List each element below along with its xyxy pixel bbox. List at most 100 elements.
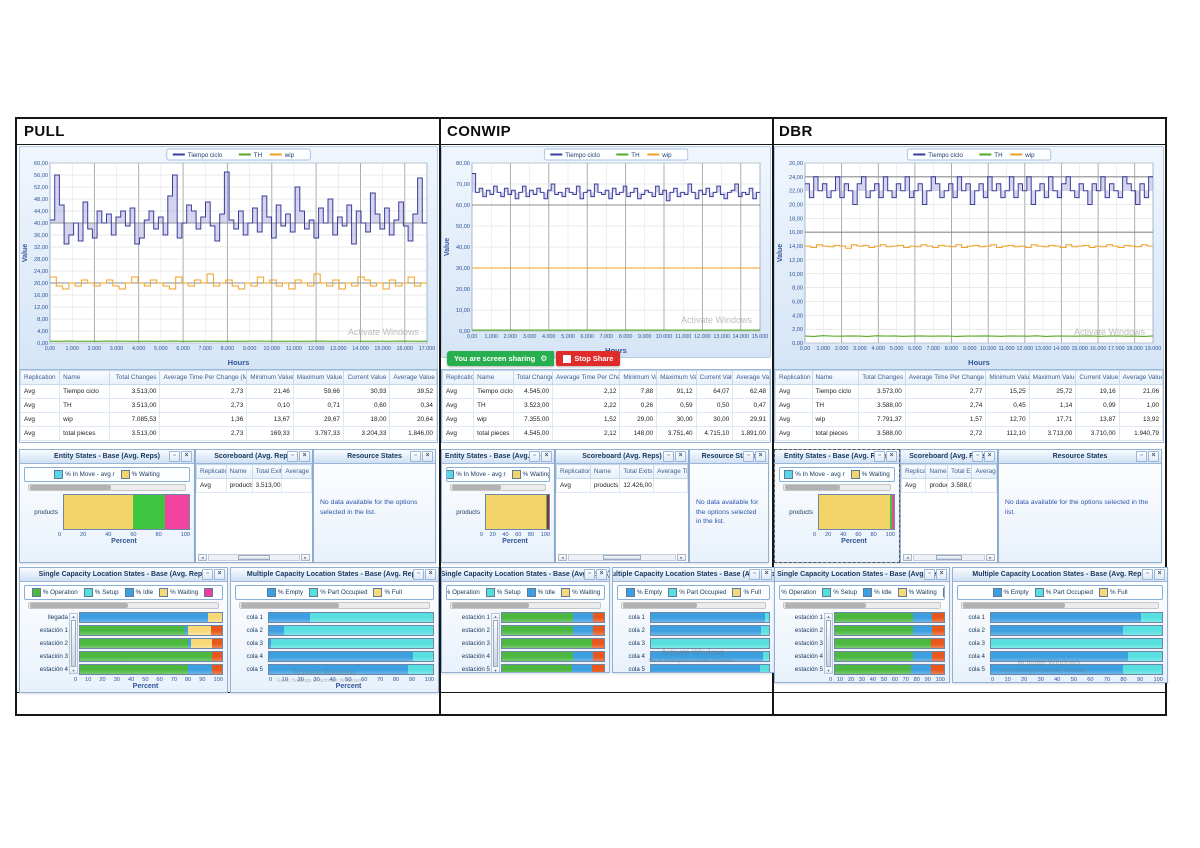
stats-row: Avg TH 3.523,00 2,22 0,26 0,59 0,50 0,47: [442, 398, 770, 413]
close-icon[interactable]: ×: [761, 569, 772, 580]
single-capacity-dbr-row: estación 3: [779, 638, 945, 649]
restore-icon[interactable]: ▫: [749, 569, 760, 580]
restore-icon[interactable]: ▫: [1142, 569, 1153, 580]
svg-text:4,00: 4,00: [792, 313, 803, 319]
restore-icon[interactable]: ▫: [287, 451, 298, 462]
close-icon[interactable]: ×: [675, 451, 686, 462]
svg-text:11.000: 11.000: [675, 334, 691, 340]
svg-text:9.000: 9.000: [638, 334, 652, 340]
single-capacity-conwip-vertical-scrollbar[interactable]: ▲ ▼: [491, 613, 500, 672]
scoreboard-h-scrollbar[interactable]: ◄ ►: [903, 554, 995, 561]
svg-text:15.000: 15.000: [1071, 346, 1088, 352]
single-capacity-dbr-legend-scrollbar[interactable]: [783, 602, 941, 609]
restore-icon[interactable]: ▫: [202, 569, 213, 580]
svg-text:7.000: 7.000: [198, 346, 212, 352]
close-icon[interactable]: ×: [1148, 451, 1159, 462]
stop-share-button[interactable]: Stop Share: [556, 351, 621, 366]
stats-row: Avg Tiempo ciclo 4.545,00 2,12 7,88 91,12 64,0…: [442, 384, 770, 399]
svg-text:TH: TH: [631, 152, 639, 159]
svg-text:5.000: 5.000: [890, 346, 904, 352]
single-capacity-conwip-row: estación 4: [446, 651, 605, 662]
single-capacity-pull-vertical-scrollbar[interactable]: ▲ ▼: [69, 613, 78, 674]
svg-text:0,00: 0,00: [459, 329, 470, 335]
close-icon[interactable]: ×: [1154, 569, 1165, 580]
screenshare-banner: You are screen sharing ⚙ Stop Share: [447, 351, 621, 366]
close-icon[interactable]: ×: [422, 451, 433, 462]
svg-text:4.000: 4.000: [542, 334, 556, 340]
close-icon[interactable]: ×: [541, 451, 552, 462]
svg-text:10,00: 10,00: [789, 272, 803, 278]
svg-text:0,00: 0,00: [37, 341, 48, 347]
entity-pull-legend-scrollbar[interactable]: [28, 484, 186, 491]
single-capacity-conwip-legend-scrollbar[interactable]: [450, 602, 601, 609]
multiple-capacity-dbr-row: cola 4: [957, 651, 1163, 662]
svg-text:14.000: 14.000: [733, 334, 750, 340]
restore-icon[interactable]: ▫: [410, 451, 421, 462]
close-icon[interactable]: ×: [214, 569, 225, 580]
restore-icon[interactable]: ▫: [413, 569, 424, 580]
svg-text:20,00: 20,00: [456, 287, 470, 293]
svg-text:60,00: 60,00: [34, 161, 48, 167]
svg-text:8.000: 8.000: [221, 346, 235, 352]
multiple-capacity-conwip-legend: % Empty% Part Occupied% Full: [617, 585, 770, 600]
settings-gear-icon[interactable]: ⚙: [540, 354, 548, 363]
close-icon[interactable]: ×: [984, 451, 995, 462]
single-capacity-dbr-vertical-scrollbar[interactable]: ▲ ▼: [824, 613, 833, 674]
close-icon[interactable]: ×: [299, 451, 310, 462]
svg-text:12.000: 12.000: [1017, 346, 1034, 352]
resource-states-panel-dbr: Resource States ▫ × No data available for …: [998, 449, 1162, 563]
legend-swatch-icon: [204, 588, 214, 597]
multiple-capacity-dbr-panel: Multiple Capacity Location States - Base…: [952, 567, 1168, 683]
svg-text:28,00: 28,00: [34, 257, 48, 263]
comparison-grid: PULL CONWIP DBR 0,00 1.000 2.000 3.000 4.000…: [15, 117, 1168, 716]
restore-icon[interactable]: ▫: [529, 451, 540, 462]
multiple-capacity-dbr-row: cola 1: [957, 612, 1163, 623]
timeplot-dbr: 0,00 1.000 2.000 3.000 4.000 5.000 6.000 7.000 8…: [777, 148, 1161, 367]
svg-text:1.000: 1.000: [484, 334, 498, 340]
restore-icon[interactable]: ▫: [663, 451, 674, 462]
activate-windows-watermark: Activate Windows: [681, 315, 753, 325]
restore-icon[interactable]: ▫: [924, 569, 935, 580]
svg-text:10,00: 10,00: [456, 308, 470, 314]
svg-text:2.000: 2.000: [835, 346, 849, 352]
close-icon[interactable]: ×: [425, 569, 436, 580]
legend-swatch-icon: [561, 588, 571, 597]
single-capacity-pull-row: estación 1: [24, 625, 223, 636]
close-icon[interactable]: ×: [755, 451, 766, 462]
restore-icon[interactable]: ▫: [743, 451, 754, 462]
entity-conwip-legend-scrollbar[interactable]: [450, 484, 546, 491]
multiple-capacity-pull-legend-scrollbar[interactable]: [239, 602, 430, 609]
single-capacity-pull-legend-scrollbar[interactable]: [28, 602, 219, 609]
restore-icon[interactable]: ▫: [584, 569, 595, 580]
single-capacity-pull-row: estación 3: [24, 651, 223, 662]
restore-icon[interactable]: ▫: [972, 451, 983, 462]
close-icon[interactable]: ×: [886, 451, 897, 462]
entity-conwip-legend: % In Move - avg r% Waiting: [446, 467, 550, 482]
entity-states-panel-conwip: Entity States - Base (Avg. Reps) ▫ × % In …: [441, 449, 555, 563]
scoreboard-row: Avg products 12.426,00: [556, 478, 688, 493]
close-icon[interactable]: ×: [596, 569, 607, 580]
close-icon[interactable]: ×: [936, 569, 947, 580]
svg-text:12.000: 12.000: [694, 334, 711, 340]
close-icon[interactable]: ×: [181, 451, 192, 462]
scoreboard-h-scrollbar[interactable]: ◄ ►: [558, 554, 686, 561]
svg-text:17.000: 17.000: [419, 346, 435, 352]
restore-icon[interactable]: ▫: [1136, 451, 1147, 462]
restore-icon[interactable]: ▫: [874, 451, 885, 462]
column-title-pull: PULL: [24, 123, 65, 140]
multiple-capacity-pull-row: cola 4: [235, 651, 434, 662]
multiple-capacity-dbr-legend-scrollbar[interactable]: [961, 602, 1159, 609]
pull-column: 0,00 1.000 2.000 3.000 4.000 5.000 6.000 7.000 8…: [17, 119, 439, 714]
legend-swatch-icon: [526, 588, 536, 597]
scoreboard-h-scrollbar[interactable]: ◄ ►: [198, 554, 310, 561]
legend-swatch-icon: [124, 588, 134, 597]
scoreboard-panel-dbr: Scoreboard (Avg. Reps)▫× ReplicationName…: [900, 449, 998, 563]
restore-icon[interactable]: ▫: [169, 451, 180, 462]
entity-dbr-legend-scrollbar[interactable]: [783, 484, 891, 491]
single-capacity-dbr-row: estación 5: [779, 664, 945, 675]
legend-swatch-icon: [120, 470, 130, 479]
legend-swatch-icon: [626, 588, 636, 597]
legend-swatch-icon: [31, 588, 41, 597]
single-capacity-conwip-row: estación 1: [446, 612, 605, 623]
multiple-capacity-conwip-legend-scrollbar[interactable]: [621, 602, 766, 609]
